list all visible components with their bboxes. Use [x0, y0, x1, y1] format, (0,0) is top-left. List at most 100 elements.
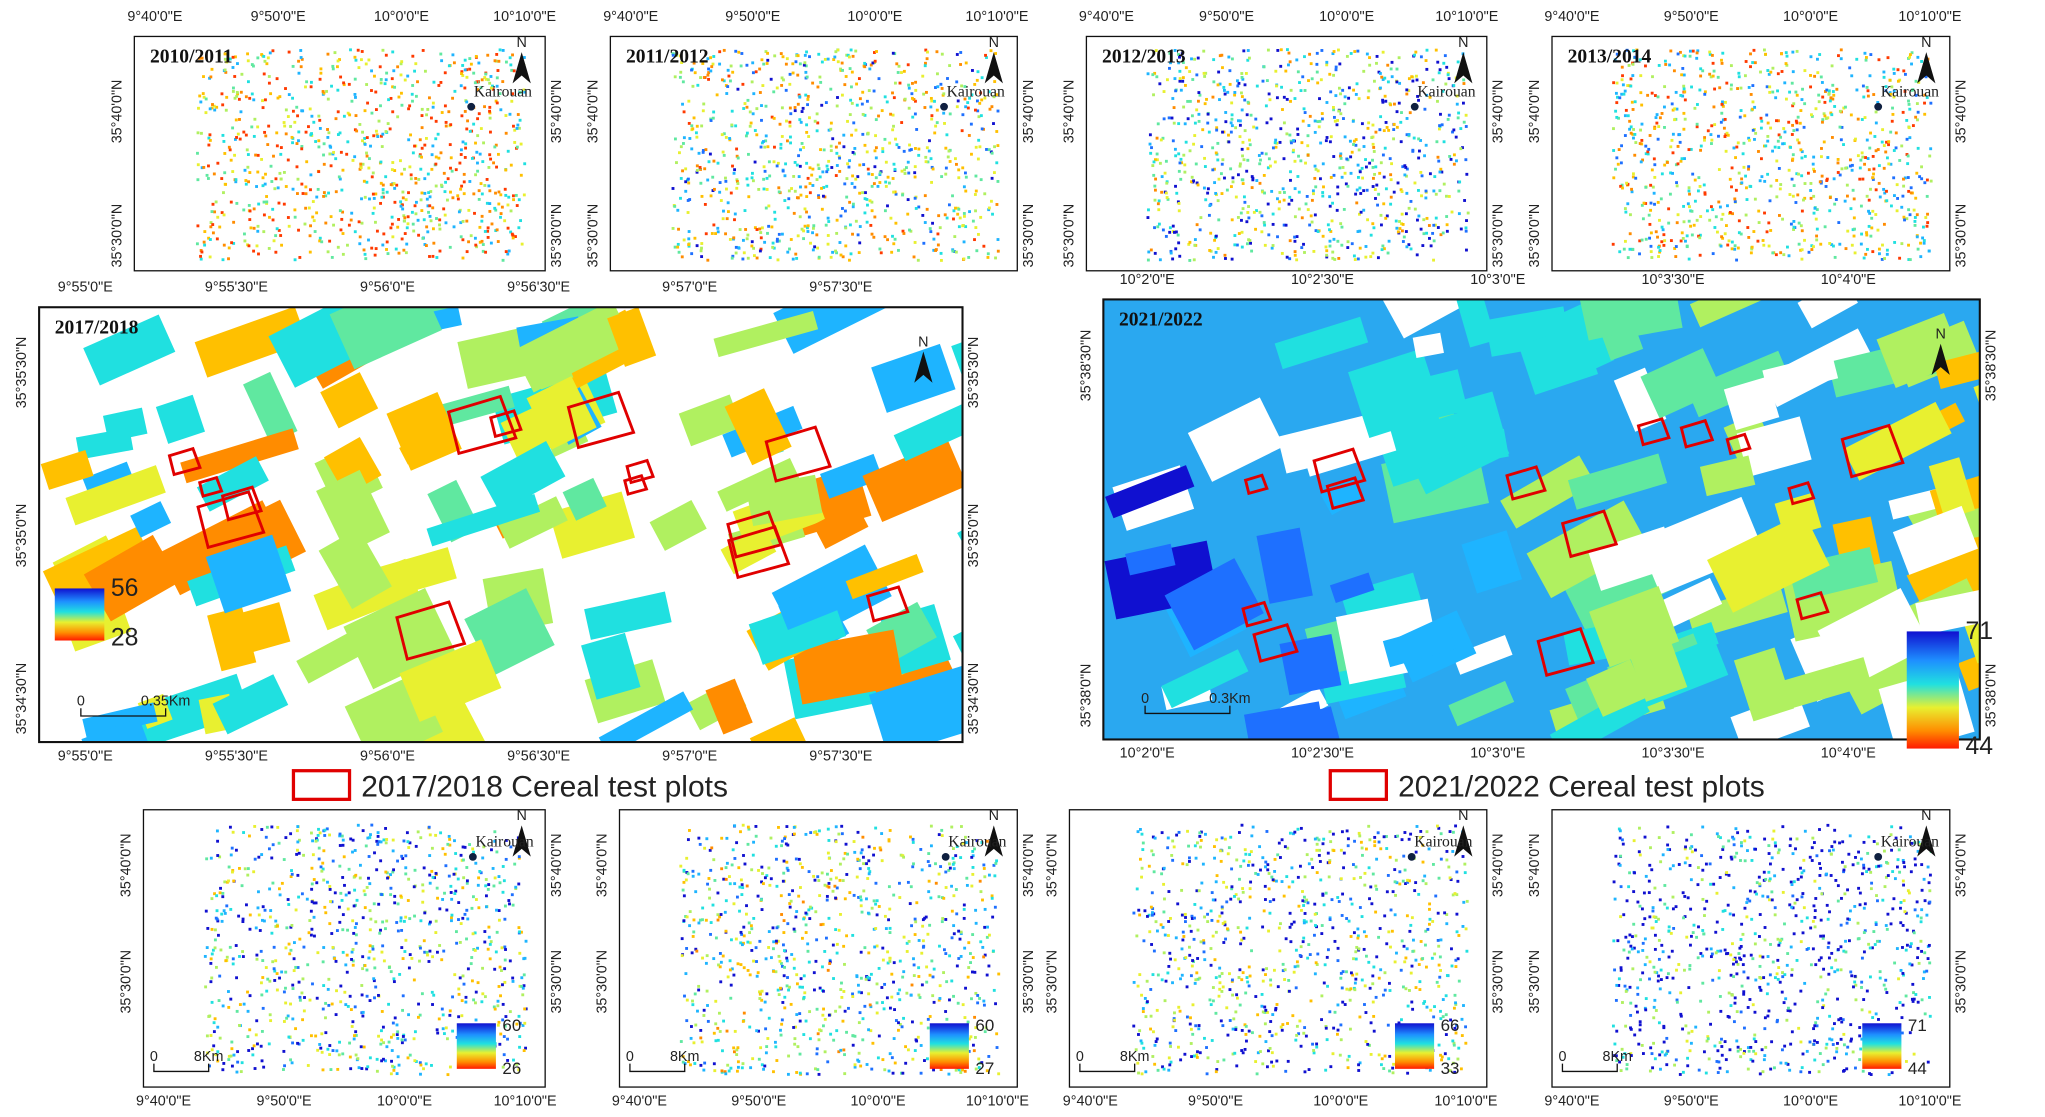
pixel: [752, 112, 755, 115]
pixel: [285, 926, 288, 929]
pixel: [1696, 51, 1699, 54]
pixel: [352, 839, 355, 842]
pixel: [1820, 147, 1823, 150]
pixel: [1446, 230, 1449, 233]
pixel: [926, 208, 929, 211]
pixel: [1465, 226, 1468, 229]
pixel: [512, 980, 515, 983]
pixel: [1683, 90, 1686, 93]
pixel: [398, 1064, 401, 1067]
pixel: [1815, 238, 1818, 241]
pixel: [866, 1063, 869, 1066]
pixel: [1700, 145, 1703, 148]
pixel: [1686, 245, 1689, 248]
pixel: [804, 71, 807, 74]
pixel: [304, 85, 307, 88]
pixel: [309, 188, 312, 191]
pixel: [1246, 159, 1249, 162]
pixel: [1916, 235, 1919, 238]
pixel: [1669, 50, 1672, 53]
pixel: [1696, 123, 1699, 126]
pixel: [283, 121, 286, 124]
pixel: [372, 948, 375, 951]
pixel: [270, 826, 273, 829]
pixel: [361, 955, 364, 958]
pixel: [1274, 141, 1277, 144]
pixel: [1231, 124, 1234, 127]
pixel: [497, 69, 500, 72]
pixel: [1902, 185, 1905, 188]
pixel: [417, 219, 420, 222]
pixel: [328, 240, 331, 243]
pixel: [1296, 128, 1299, 131]
pixel: [1352, 89, 1355, 92]
pixel: [373, 902, 376, 905]
pixel: [284, 971, 287, 974]
pixel: [1437, 160, 1440, 163]
pixel: [800, 121, 803, 124]
pixel: [1648, 237, 1651, 240]
pixel: [1686, 234, 1689, 237]
pixel: [517, 113, 520, 116]
pixel: [729, 80, 732, 83]
pixel: [293, 208, 296, 211]
pixel: [1713, 226, 1716, 229]
pixel: [509, 113, 512, 116]
pixel: [733, 218, 736, 221]
pixel: [1285, 132, 1288, 135]
pixel: [354, 96, 357, 99]
pixel: [296, 849, 299, 852]
pixel: [1730, 84, 1733, 87]
pixel: [1357, 230, 1360, 233]
pixel: [315, 840, 318, 843]
pixel: [341, 876, 344, 879]
pixel: [412, 223, 415, 226]
lat-tick-label: 35°30'0"N: [1061, 204, 1077, 268]
pixel: [504, 194, 507, 197]
pixel: [326, 881, 329, 884]
pixel: [302, 854, 305, 857]
pixel: [284, 1002, 287, 1005]
pixel: [296, 841, 299, 844]
pixel: [801, 142, 804, 145]
pixel: [771, 246, 774, 249]
pixel: [390, 887, 393, 890]
pixel: [404, 79, 407, 82]
pixel: [1745, 214, 1748, 217]
pixel: [1891, 113, 1894, 116]
pixel: [519, 219, 522, 222]
pixel: [503, 1053, 506, 1056]
pixel: [470, 63, 473, 66]
city-dot: [467, 103, 475, 111]
pixel: [429, 215, 432, 218]
pixel: [1194, 238, 1197, 241]
pixel: [1429, 172, 1432, 175]
pixel: [875, 50, 878, 53]
lat-tick-label: 35°38'30"N: [1983, 330, 1999, 402]
lon-tick-label: 9°56'30"E: [507, 280, 570, 296]
pixel: [301, 1018, 304, 1021]
pixel: [786, 57, 789, 60]
pixel: [470, 234, 473, 237]
pixel: [453, 225, 456, 228]
pixel: [1344, 172, 1347, 175]
pixel: [346, 929, 349, 932]
pixel: [295, 106, 298, 109]
pixel: [963, 240, 966, 243]
pixel: [840, 254, 843, 257]
lat-tick-label: 35°30'0"N: [585, 204, 601, 268]
pixel: [1713, 88, 1716, 91]
pixel: [309, 108, 312, 111]
pixel: [1204, 165, 1207, 168]
panel-title: 2013/2014: [1568, 47, 1652, 68]
pixel: [894, 222, 897, 225]
pixel: [1275, 146, 1278, 149]
pixel: [1889, 79, 1892, 82]
pixel: [414, 869, 417, 872]
pixel: [275, 131, 278, 134]
pixel: [1215, 251, 1218, 254]
pixel: [1854, 251, 1857, 254]
pixel: [439, 250, 442, 253]
pixel: [401, 191, 404, 194]
pixel: [797, 54, 800, 57]
